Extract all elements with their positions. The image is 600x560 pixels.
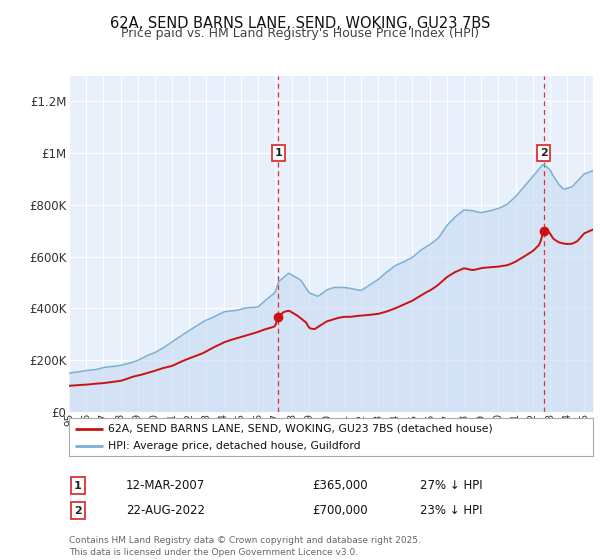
Text: 27% ↓ HPI: 27% ↓ HPI — [420, 479, 482, 492]
Text: 62A, SEND BARNS LANE, SEND, WOKING, GU23 7BS: 62A, SEND BARNS LANE, SEND, WOKING, GU23… — [110, 16, 490, 31]
Text: £700,000: £700,000 — [312, 504, 368, 517]
Text: Contains HM Land Registry data © Crown copyright and database right 2025.
This d: Contains HM Land Registry data © Crown c… — [69, 536, 421, 557]
Text: 62A, SEND BARNS LANE, SEND, WOKING, GU23 7BS (detached house): 62A, SEND BARNS LANE, SEND, WOKING, GU23… — [108, 423, 493, 433]
Text: 12-MAR-2007: 12-MAR-2007 — [126, 479, 205, 492]
Text: 1: 1 — [74, 480, 82, 491]
Text: 2: 2 — [540, 148, 548, 158]
Text: 22-AUG-2022: 22-AUG-2022 — [126, 504, 205, 517]
Text: 23% ↓ HPI: 23% ↓ HPI — [420, 504, 482, 517]
Text: HPI: Average price, detached house, Guildford: HPI: Average price, detached house, Guil… — [108, 441, 361, 451]
Text: 1: 1 — [274, 148, 282, 158]
Text: £365,000: £365,000 — [312, 479, 368, 492]
Text: 2: 2 — [74, 506, 82, 516]
Text: Price paid vs. HM Land Registry's House Price Index (HPI): Price paid vs. HM Land Registry's House … — [121, 27, 479, 40]
